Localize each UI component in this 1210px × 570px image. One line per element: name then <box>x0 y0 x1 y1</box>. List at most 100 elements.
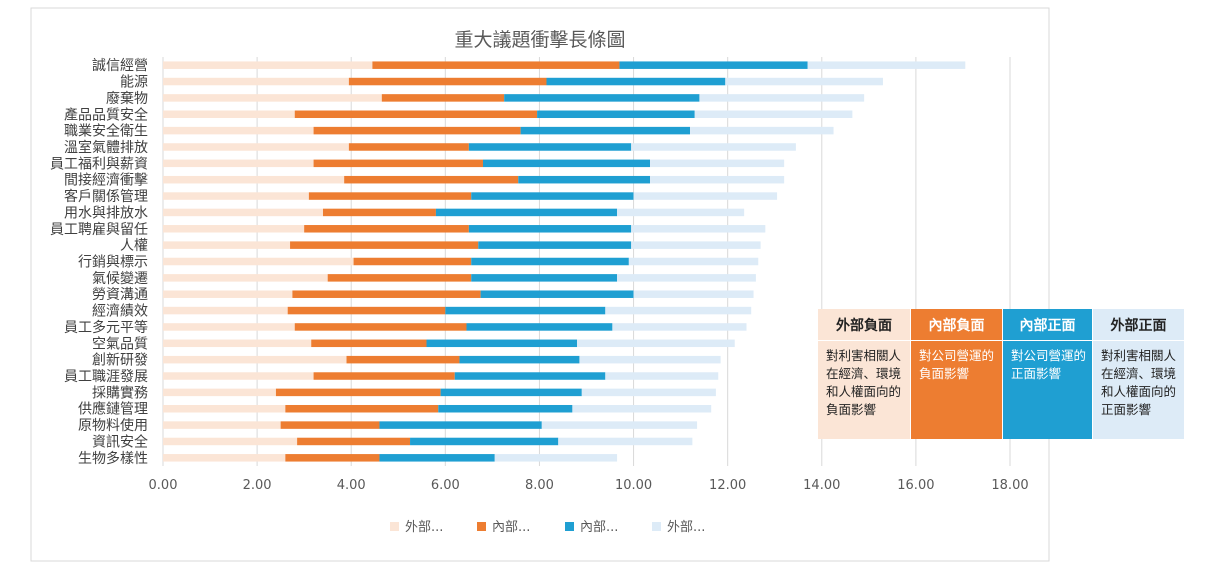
bar-segment <box>381 94 505 102</box>
bar-segment <box>454 372 606 380</box>
bar-segment <box>699 94 865 102</box>
bar-segment <box>313 159 483 168</box>
bar-segment <box>285 404 439 413</box>
header-internal-positive: 內部正面 <box>1002 309 1092 341</box>
bar-segment <box>537 110 695 119</box>
bar-segment <box>471 257 629 266</box>
category-label: 能源 <box>120 75 148 91</box>
bar-segment <box>410 437 559 446</box>
bars <box>163 61 966 462</box>
category-label: 溫室氣體排放 <box>64 139 148 156</box>
bar-segment <box>294 323 467 331</box>
bar-segment <box>348 77 547 86</box>
bar-segment <box>287 306 446 315</box>
category-label: 氣候變遷 <box>92 271 148 287</box>
bar-segment <box>163 77 349 86</box>
bar-segment <box>313 372 455 380</box>
bar-segment <box>605 306 752 315</box>
x-tick-label: 4.00 <box>337 478 366 493</box>
category-label: 員工福利與薪資 <box>50 156 148 172</box>
bar-segment <box>163 175 345 184</box>
bar-segment <box>633 192 778 200</box>
bar-segment <box>163 421 281 429</box>
bar-segment <box>690 126 834 135</box>
x-tick-label: 18.00 <box>991 478 1028 493</box>
bar-segment <box>290 241 479 249</box>
bar-segment <box>163 388 276 397</box>
category-label: 空氣品質 <box>92 336 148 352</box>
bar-segment <box>520 126 691 135</box>
bar-segment <box>572 404 712 413</box>
category-label: 職業安全衛生 <box>64 123 148 140</box>
bar-segment <box>617 274 756 282</box>
bar-segment <box>163 110 295 119</box>
x-tick-label: 0.00 <box>149 478 178 493</box>
bar-segment <box>471 274 618 282</box>
bar-segment <box>163 323 295 331</box>
category-label: 勞資溝通 <box>92 287 148 303</box>
bar-segment <box>346 355 460 364</box>
bar-segment <box>468 225 632 233</box>
bar-segment <box>311 339 427 348</box>
bar-segment <box>518 175 651 184</box>
legend-label: 外部... <box>667 520 705 535</box>
bar-segment <box>617 208 745 217</box>
x-tick-label: 2.00 <box>243 478 272 493</box>
x-tick-label: 12.00 <box>709 478 746 493</box>
category-label: 採購實務 <box>92 384 148 401</box>
bar-segment <box>163 192 309 200</box>
bar-segment <box>631 143 796 151</box>
bar-segment <box>725 77 883 86</box>
bar-segment <box>504 94 700 102</box>
bar-segment <box>440 388 582 397</box>
bar-segment <box>372 61 620 69</box>
category-label: 產品品質安全 <box>64 106 148 123</box>
bar-segment <box>459 355 580 364</box>
legend-label: 內部... <box>580 520 618 535</box>
bar-segment <box>294 110 538 119</box>
x-tick-label: 8.00 <box>525 478 554 493</box>
bar-segment <box>435 208 618 217</box>
bar-segment <box>541 421 698 429</box>
bar-segment <box>546 77 726 86</box>
bar-segment <box>605 372 719 380</box>
bar-segment <box>163 454 286 462</box>
legend-swatch <box>652 522 661 531</box>
category-label: 行銷與標示 <box>78 255 148 271</box>
x-tick-label: 16.00 <box>897 478 934 493</box>
bar-segment <box>494 454 618 462</box>
bar-segment <box>631 225 766 233</box>
category-label: 客戶關係管理 <box>64 188 148 205</box>
bar-segment <box>612 323 747 331</box>
bar-segment <box>163 241 291 249</box>
bar-segment <box>650 159 785 168</box>
bar-segment <box>631 241 761 249</box>
category-label: 員工多元平等 <box>64 319 148 336</box>
bar-segment <box>471 192 634 200</box>
bar-segment <box>344 175 519 184</box>
desc-external-negative: 對利害相關人在經濟、環境和人權面向的負面影響 <box>818 341 910 439</box>
bar-segment <box>619 61 808 69</box>
category-label: 員工職涯發展 <box>64 369 148 385</box>
desc-external-positive: 對利害相關人在經濟、環境和人權面向的正面影響 <box>1092 341 1184 439</box>
desc-internal-positive: 對公司營運的正面影響 <box>1002 341 1092 439</box>
bar-segment <box>304 225 469 233</box>
bar-segment <box>628 257 759 266</box>
bar-segment <box>445 306 606 315</box>
bar-segment <box>348 143 469 151</box>
bar-segment <box>163 61 373 69</box>
bar-segment <box>633 290 754 298</box>
header-external-negative: 外部負面 <box>818 309 910 341</box>
bar-segment <box>163 208 323 217</box>
category-label: 生物多樣性 <box>78 450 148 467</box>
bar-segment <box>379 421 542 429</box>
category-label: 原物料使用 <box>78 417 148 434</box>
bar-segment <box>353 257 472 266</box>
bar-segment <box>292 290 481 298</box>
category-label: 經濟績效 <box>92 304 148 320</box>
bar-segment <box>379 454 495 462</box>
category-label: 資訊安全 <box>92 433 148 450</box>
bar-segment <box>482 159 651 168</box>
bar-segment <box>163 306 288 315</box>
bar-segment <box>163 355 347 364</box>
